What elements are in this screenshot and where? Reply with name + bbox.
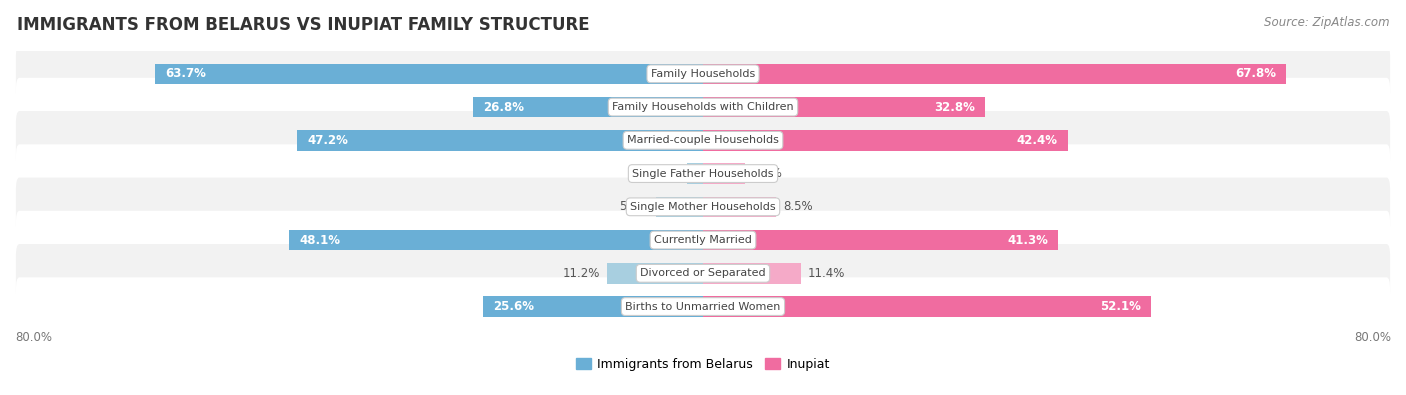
Bar	[703, 296, 1152, 317]
Bar	[703, 64, 1286, 84]
Text: 25.6%: 25.6%	[494, 300, 534, 313]
Bar	[655, 197, 703, 217]
Text: Births to Unmarried Women: Births to Unmarried Women	[626, 301, 780, 312]
Text: 48.1%: 48.1%	[299, 233, 340, 246]
Text: 41.3%: 41.3%	[1007, 233, 1047, 246]
Bar	[703, 97, 986, 117]
Text: 5.5%: 5.5%	[619, 200, 648, 213]
Text: Married-couple Households: Married-couple Households	[627, 135, 779, 145]
FancyBboxPatch shape	[15, 144, 1391, 203]
Text: 47.2%: 47.2%	[308, 134, 349, 147]
Bar	[703, 163, 745, 184]
Text: Divorced or Separated: Divorced or Separated	[640, 268, 766, 278]
Text: 26.8%: 26.8%	[482, 101, 524, 114]
Text: 80.0%: 80.0%	[1354, 331, 1391, 344]
Text: Single Father Households: Single Father Households	[633, 169, 773, 179]
Text: Currently Married: Currently Married	[654, 235, 752, 245]
Text: Source: ZipAtlas.com: Source: ZipAtlas.com	[1264, 16, 1389, 29]
FancyBboxPatch shape	[15, 277, 1391, 336]
Bar	[703, 230, 1059, 250]
Bar	[290, 230, 703, 250]
Text: 4.9%: 4.9%	[752, 167, 782, 180]
Text: 1.9%: 1.9%	[650, 167, 679, 180]
Legend: Immigrants from Belarus, Inupiat: Immigrants from Belarus, Inupiat	[571, 353, 835, 376]
Bar	[482, 296, 703, 317]
Text: Family Households: Family Households	[651, 69, 755, 79]
Text: 11.4%: 11.4%	[808, 267, 845, 280]
Bar	[297, 130, 703, 150]
Text: 42.4%: 42.4%	[1017, 134, 1057, 147]
Text: 32.8%: 32.8%	[934, 101, 974, 114]
FancyBboxPatch shape	[15, 211, 1391, 269]
Text: 63.7%: 63.7%	[166, 67, 207, 80]
FancyBboxPatch shape	[15, 178, 1391, 236]
Text: Family Households with Children: Family Households with Children	[612, 102, 794, 112]
FancyBboxPatch shape	[15, 244, 1391, 303]
Text: Single Mother Households: Single Mother Households	[630, 202, 776, 212]
FancyBboxPatch shape	[15, 78, 1391, 136]
Text: IMMIGRANTS FROM BELARUS VS INUPIAT FAMILY STRUCTURE: IMMIGRANTS FROM BELARUS VS INUPIAT FAMIL…	[17, 16, 589, 34]
FancyBboxPatch shape	[15, 111, 1391, 169]
Text: 11.2%: 11.2%	[562, 267, 600, 280]
Bar	[703, 130, 1067, 150]
Bar	[606, 263, 703, 284]
Text: 8.5%: 8.5%	[783, 200, 813, 213]
Text: 80.0%: 80.0%	[15, 331, 52, 344]
Text: 67.8%: 67.8%	[1234, 67, 1275, 80]
Bar	[686, 163, 703, 184]
Bar	[703, 263, 801, 284]
Text: 52.1%: 52.1%	[1099, 300, 1140, 313]
Bar	[703, 197, 776, 217]
FancyBboxPatch shape	[15, 45, 1391, 103]
Bar	[155, 64, 703, 84]
Bar	[472, 97, 703, 117]
